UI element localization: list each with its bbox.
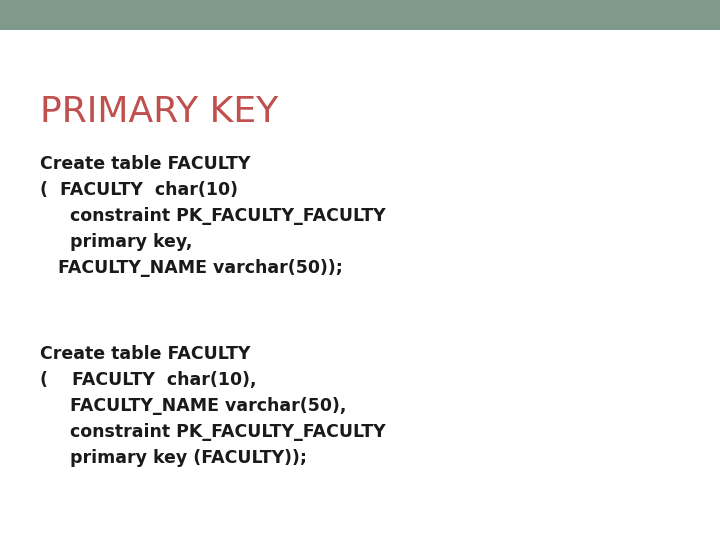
Text: Create table FACULTY: Create table FACULTY <box>40 345 251 363</box>
Text: (  FACULTY  char(10): ( FACULTY char(10) <box>40 181 238 199</box>
Text: constraint PK_FACULTY_FACULTY: constraint PK_FACULTY_FACULTY <box>40 423 386 441</box>
Text: FACULTY_NAME varchar(50));: FACULTY_NAME varchar(50)); <box>40 259 343 277</box>
Bar <box>0 0 720 30</box>
Text: primary key (FACULTY));: primary key (FACULTY)); <box>40 449 307 467</box>
Text: primary key,: primary key, <box>40 233 192 251</box>
Text: FACULTY_NAME varchar(50),: FACULTY_NAME varchar(50), <box>40 397 346 415</box>
Text: constraint PK_FACULTY_FACULTY: constraint PK_FACULTY_FACULTY <box>40 207 386 225</box>
Text: (    FACULTY  char(10),: ( FACULTY char(10), <box>40 371 256 389</box>
Text: PRIMARY KEY: PRIMARY KEY <box>40 95 278 129</box>
Text: Create table FACULTY: Create table FACULTY <box>40 155 251 173</box>
